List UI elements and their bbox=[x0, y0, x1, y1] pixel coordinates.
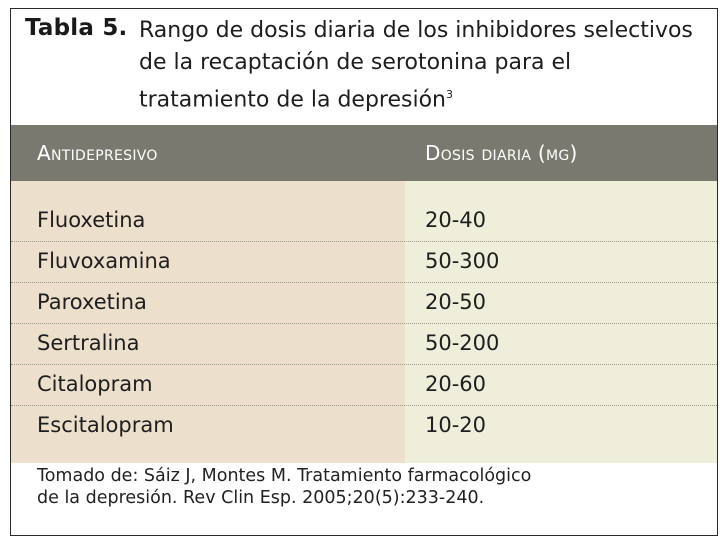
daily-dose: 50-200 bbox=[425, 331, 500, 355]
table-header: Antidepresivo Dosis diaria (mg) bbox=[11, 125, 717, 181]
table-body: Fluoxetina 20-40 Fluvoxamina 50-300 Paro… bbox=[11, 181, 717, 463]
table-caption: Tabla 5. Rango de dosis diaria de los in… bbox=[11, 9, 717, 125]
drug-name: Sertralina bbox=[37, 331, 140, 355]
drug-name: Citalopram bbox=[37, 372, 153, 396]
table-title: Rango de dosis diaria de los inhibidores… bbox=[139, 15, 699, 116]
table-row: Fluvoxamina 50-300 bbox=[11, 242, 717, 283]
table-row: Sertralina 50-200 bbox=[11, 324, 717, 365]
source-note-line-1: Tomado de: Sáiz J, Montes M. Tratamiento… bbox=[37, 466, 532, 486]
table-row: Citalopram 20-60 bbox=[11, 365, 717, 406]
header-dosis-diaria: Dosis diaria (mg) bbox=[425, 141, 578, 165]
column-dose-background bbox=[405, 181, 717, 463]
drug-name: Fluvoxamina bbox=[37, 249, 171, 273]
drug-name: Escitalopram bbox=[37, 413, 174, 437]
title-reference: 3 bbox=[445, 88, 453, 101]
table-rows: Fluoxetina 20-40 Fluvoxamina 50-300 Paro… bbox=[11, 201, 717, 447]
daily-dose: 20-40 bbox=[425, 208, 487, 232]
table-title-text: Rango de dosis diaria de los inhibidores… bbox=[139, 18, 693, 113]
header-antidepresivo: Antidepresivo bbox=[37, 141, 158, 165]
column-drug-background bbox=[11, 181, 405, 463]
table-frame: Tabla 5. Rango de dosis diaria de los in… bbox=[10, 8, 718, 536]
table-row: Fluoxetina 20-40 bbox=[11, 201, 717, 242]
source-note-line-2: de la depresión. Rev Clin Esp. 2005;20(5… bbox=[37, 488, 485, 508]
drug-name: Fluoxetina bbox=[37, 208, 146, 232]
daily-dose: 20-60 bbox=[425, 372, 487, 396]
daily-dose: 20-50 bbox=[425, 290, 487, 314]
table-row: Paroxetina 20-50 bbox=[11, 283, 717, 324]
table-source-note: Tomado de: Sáiz J, Montes M. Tratamiento… bbox=[37, 465, 697, 509]
table-row: Escitalopram 10-20 bbox=[11, 406, 717, 447]
daily-dose: 50-300 bbox=[425, 249, 500, 273]
table-label: Tabla 5. bbox=[25, 15, 128, 41]
drug-name: Paroxetina bbox=[37, 290, 147, 314]
daily-dose: 10-20 bbox=[425, 413, 487, 437]
